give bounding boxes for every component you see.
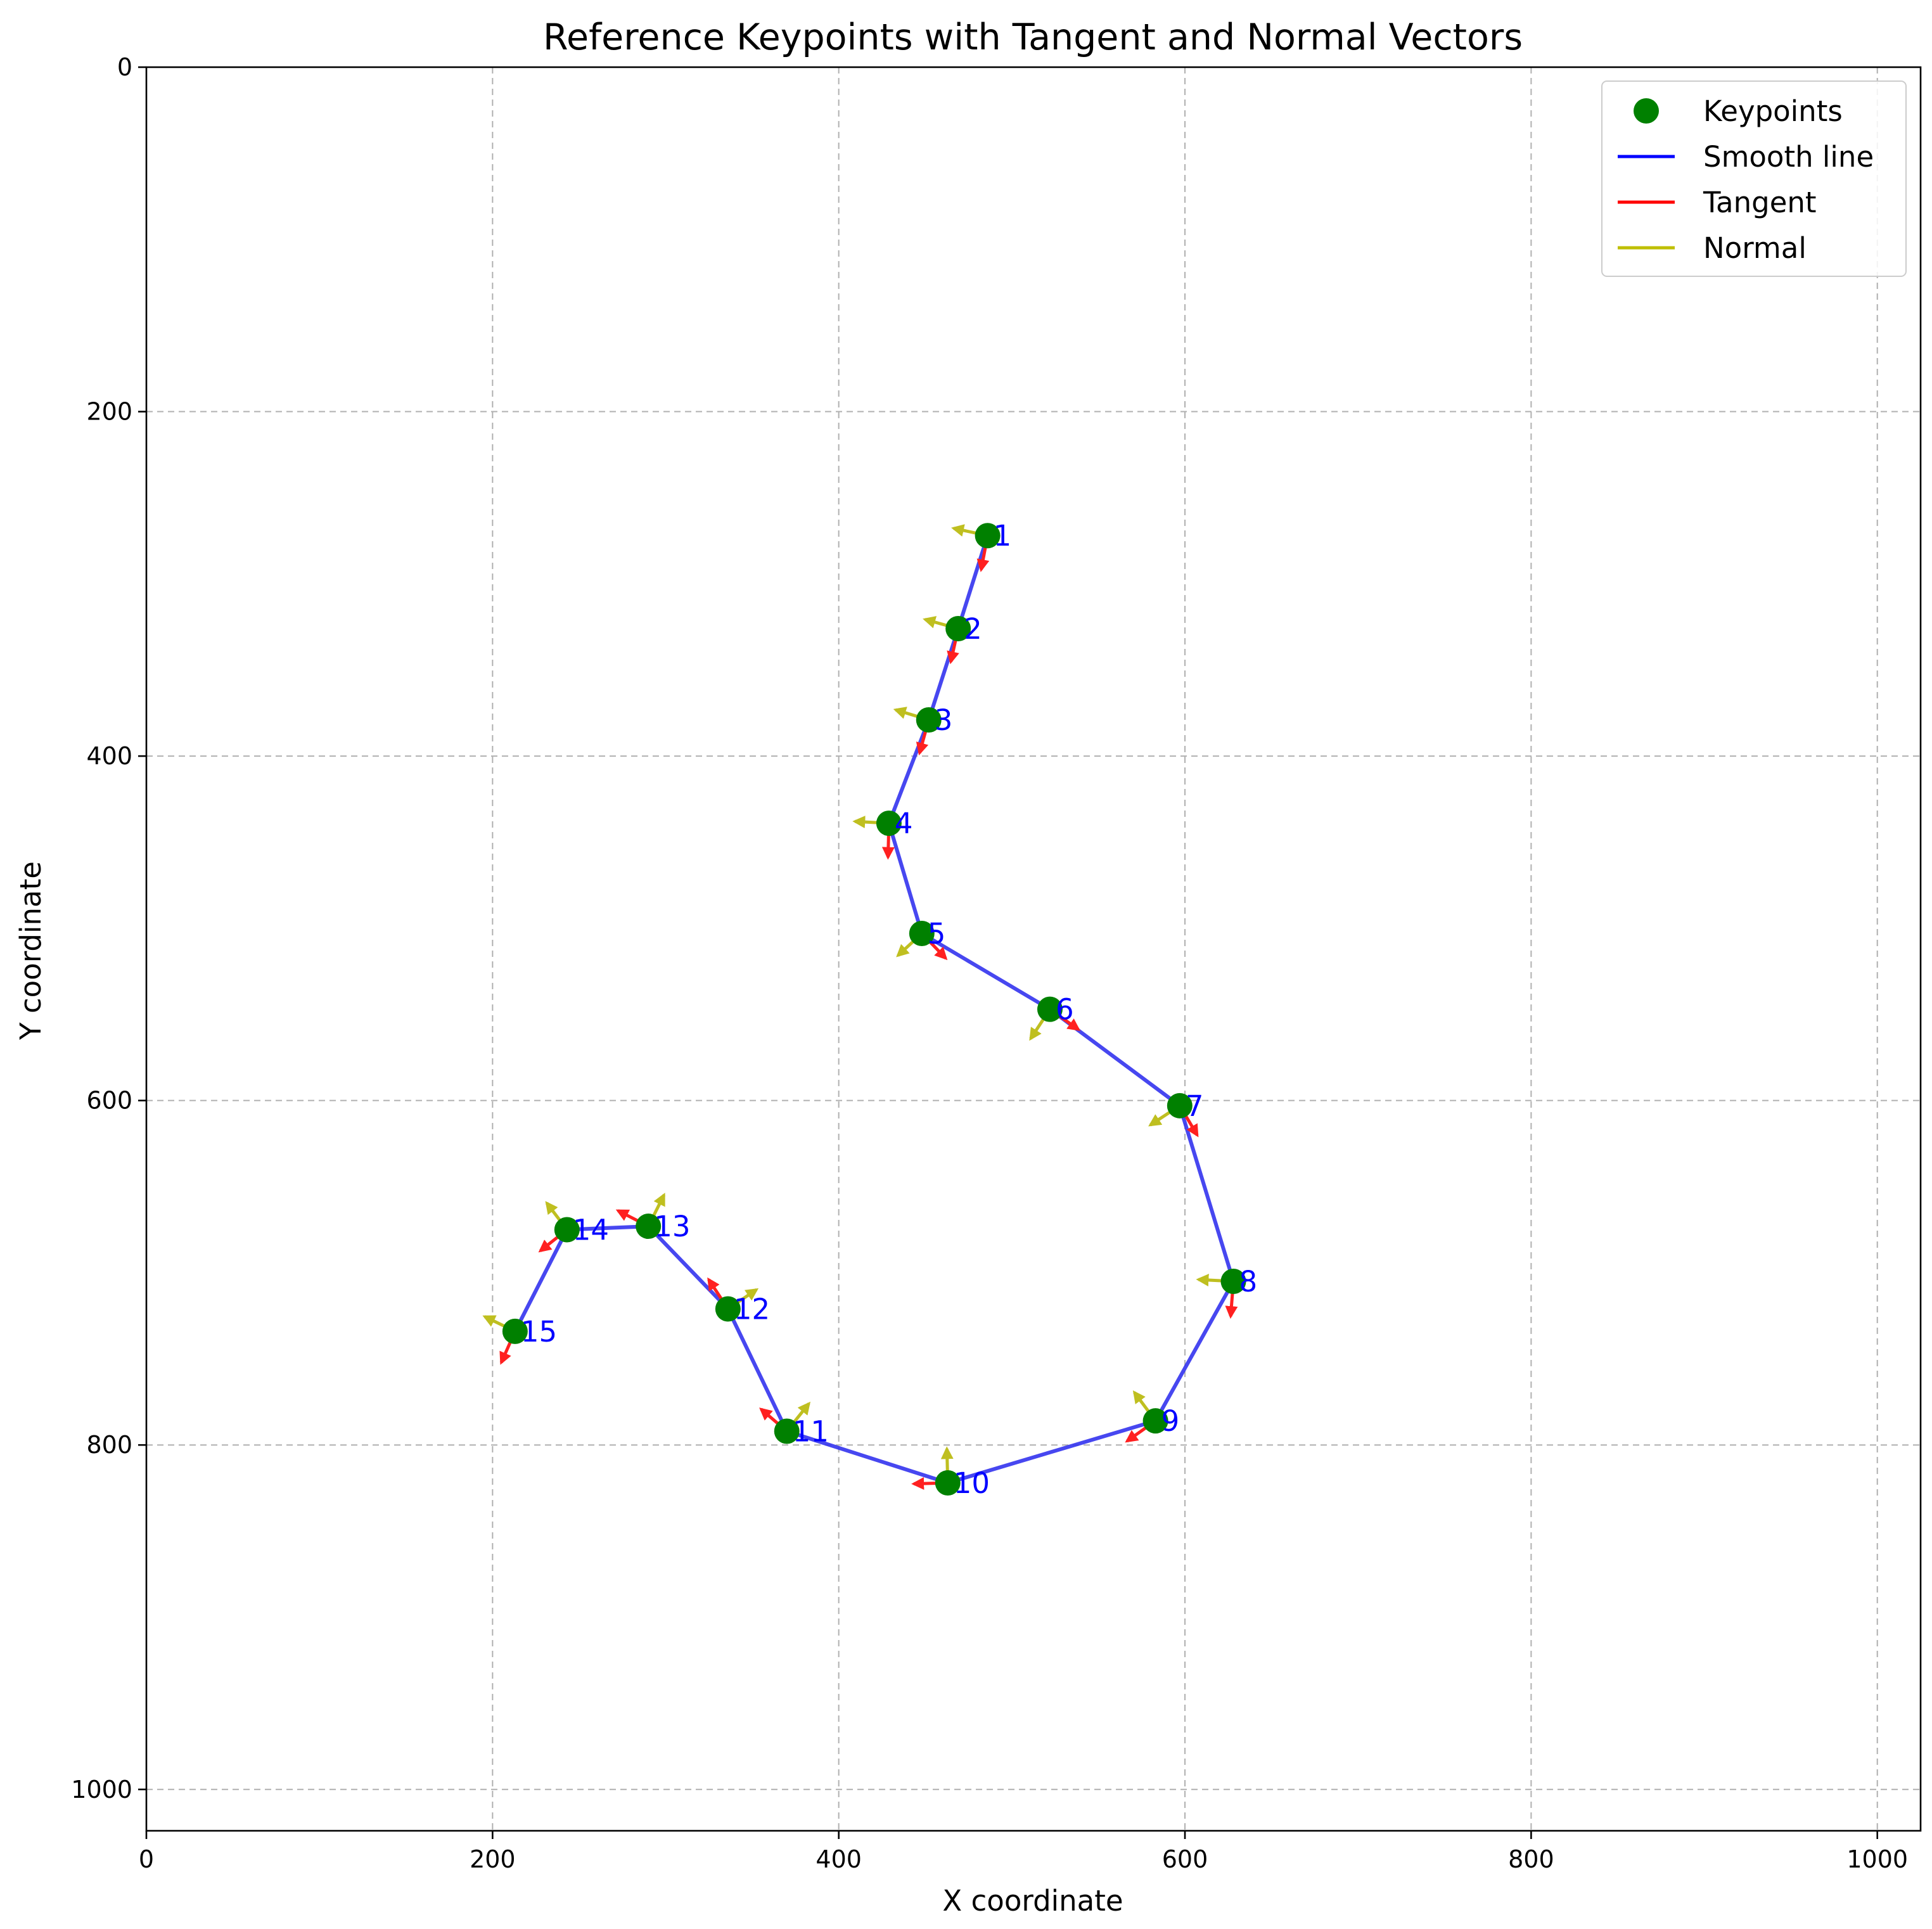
keypoint-5 xyxy=(909,921,935,947)
keypoint-label-6: 6 xyxy=(1056,993,1074,1027)
x-tick-label-2: 400 xyxy=(816,1845,862,1873)
legend-label-0: Keypoints xyxy=(1703,94,1843,128)
y-tick-label-3: 600 xyxy=(86,1087,132,1115)
legend-swatch-0 xyxy=(1634,98,1659,124)
keypoint-1 xyxy=(975,523,1001,549)
legend-label-3: Normal xyxy=(1703,231,1807,265)
legend-box xyxy=(1601,80,1907,277)
y-tick-label-1: 200 xyxy=(86,398,132,426)
y-tick-label-4: 800 xyxy=(86,1431,132,1459)
keypoint-9 xyxy=(1142,1408,1168,1434)
keypoint-12 xyxy=(715,1296,741,1322)
legend: Keypoints Smooth line Tangent Normal xyxy=(1601,80,1907,277)
keypoint-14 xyxy=(554,1217,580,1243)
keypoint-label-9: 9 xyxy=(1161,1404,1180,1438)
legend-label-2: Tangent xyxy=(1703,186,1817,219)
keypoint-3 xyxy=(916,707,942,733)
x-tick-label-3: 600 xyxy=(1162,1845,1208,1873)
plot-frame xyxy=(145,66,1922,1832)
keypoint-label-1: 1 xyxy=(994,519,1012,553)
keypoint-label-11: 11 xyxy=(793,1414,829,1448)
keypoint-7 xyxy=(1167,1093,1193,1118)
y-axis-label: Y coordinate xyxy=(14,861,48,1041)
keypoint-label-4: 4 xyxy=(895,807,913,840)
grid xyxy=(146,67,1921,1831)
y-tick-label-0: 0 xyxy=(117,53,132,81)
keypoint-label-13: 13 xyxy=(654,1210,690,1243)
keypoint-15 xyxy=(502,1318,528,1344)
keypoint-2 xyxy=(945,615,971,641)
keypoint-4 xyxy=(876,811,902,836)
x-tick-label-4: 800 xyxy=(1508,1845,1554,1873)
y-tick-label-5: 1000 xyxy=(71,1776,132,1804)
x-tick-label-5: 1000 xyxy=(1846,1845,1908,1873)
keypoint-label-14: 14 xyxy=(573,1213,609,1246)
keypoint-label-2: 2 xyxy=(964,612,982,646)
keypoint-label-3: 3 xyxy=(935,703,953,737)
chart-title: Reference Keypoints with Tangent and Nor… xyxy=(543,16,1523,58)
vector-layer xyxy=(482,524,1238,1490)
y-tick-label-2: 400 xyxy=(86,742,132,770)
x-axis-label: X coordinate xyxy=(942,1884,1123,1918)
keypoint-8 xyxy=(1220,1269,1246,1295)
x-axis: 0 200 400 600 800 1000 xyxy=(139,1831,1908,1873)
smooth-line xyxy=(513,535,1236,1485)
keypoint-label-15: 15 xyxy=(521,1315,557,1349)
legend-label-1: Smooth line xyxy=(1703,140,1874,174)
x-tick-label-0: 0 xyxy=(139,1845,154,1873)
keypoint-label-8: 8 xyxy=(1239,1265,1258,1298)
keypoint-10 xyxy=(935,1470,961,1496)
x-tick-label-1: 200 xyxy=(470,1845,516,1873)
keypoint-label-5: 5 xyxy=(928,917,946,951)
keypoint-11 xyxy=(774,1418,800,1444)
keypoint-label-10: 10 xyxy=(954,1466,990,1500)
keypoint-label-12: 12 xyxy=(734,1293,770,1326)
keypoint-6 xyxy=(1037,996,1063,1022)
y-axis: 0 200 400 600 800 1000 xyxy=(71,53,146,1804)
keypoint-13 xyxy=(636,1214,662,1240)
smooth-line-layer xyxy=(513,535,1236,1485)
keypoint-label-7: 7 xyxy=(1186,1089,1204,1123)
